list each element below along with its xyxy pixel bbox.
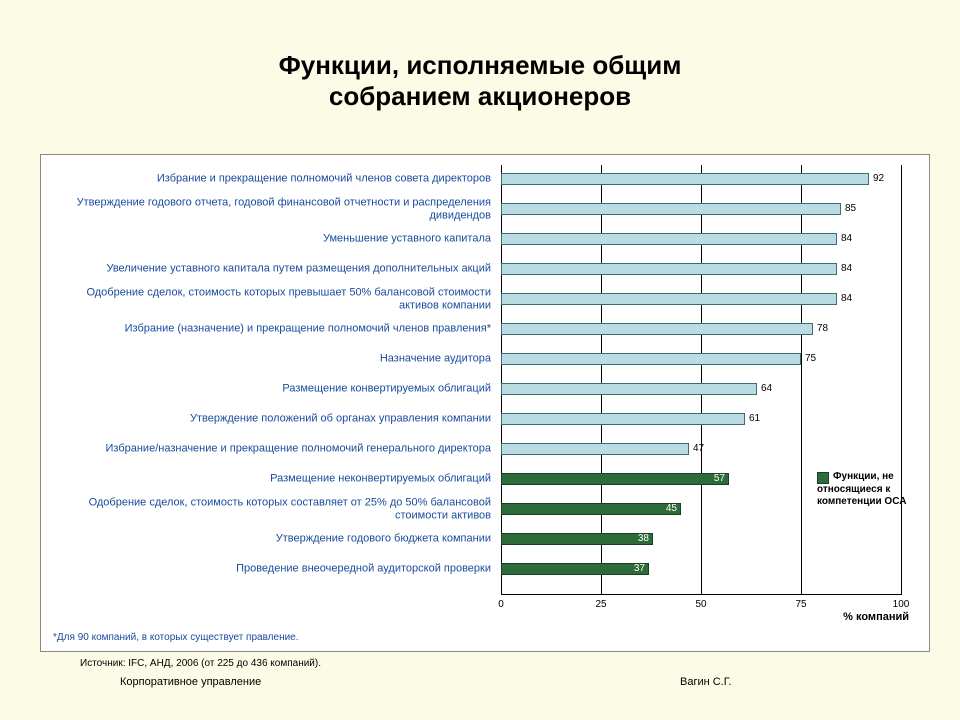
bar-value: 45 <box>666 503 677 515</box>
bar-value: 64 <box>761 383 772 395</box>
bar <box>501 563 649 575</box>
bar <box>501 203 841 215</box>
category-label: Увеличение уставного капитала путем разм… <box>61 263 491 276</box>
bar-value: 57 <box>714 473 725 485</box>
bar <box>501 263 837 275</box>
bar-value: 61 <box>749 413 760 425</box>
plot-area: 02550751009285848484787564614757453837 <box>501 165 901 595</box>
bar <box>501 503 681 515</box>
category-label: Избрание (назначение) и прекращение полн… <box>61 323 491 336</box>
x-tick-label: 50 <box>695 599 706 610</box>
category-label: Назначение аудитора <box>61 353 491 366</box>
title-line-2: собранием акционеров <box>329 81 631 111</box>
category-label: Избрание/назначение и прекращение полном… <box>61 443 491 456</box>
x-tick-label: 100 <box>893 599 910 610</box>
category-label: Уменьшение уставного капитала <box>61 233 491 246</box>
category-label: Утверждение годового бюджета компании <box>61 533 491 546</box>
category-label: Утверждение годового отчета, годовой фин… <box>61 196 491 221</box>
bar-value: 38 <box>638 533 649 545</box>
bar <box>501 443 689 455</box>
source-text: Источник: IFC, АНД, 2006 (от 225 до 436 … <box>80 658 321 669</box>
bar-value: 84 <box>841 263 852 275</box>
x-axis-title: % компаний <box>843 611 909 623</box>
grid-line <box>901 165 902 595</box>
bar-value: 37 <box>634 563 645 575</box>
bar-value: 84 <box>841 293 852 305</box>
footer-right: Вагин С.Г. <box>680 676 731 688</box>
category-label: Размещение неконвертируемых облигаций <box>61 473 491 486</box>
slide: Функции, исполняемые общим собранием акц… <box>0 0 960 720</box>
grid-line <box>601 165 602 595</box>
category-label: Одобрение сделок, стоимость которых прев… <box>61 286 491 311</box>
bar <box>501 353 801 365</box>
bar <box>501 293 837 305</box>
grid-line <box>501 165 502 595</box>
grid-line <box>701 165 702 595</box>
category-label: Утверждение положений об органах управле… <box>61 413 491 426</box>
bar-value: 47 <box>693 443 704 455</box>
category-label: Одобрение сделок, стоимость которых сост… <box>61 496 491 521</box>
bar <box>501 473 729 485</box>
bar-value: 92 <box>873 173 884 185</box>
bar-value: 78 <box>817 323 828 335</box>
chart-footnote: *Для 90 компаний, в которых существует п… <box>53 632 299 643</box>
legend-swatch <box>817 472 829 484</box>
legend-text: Функции, не относящиеся к компетенции ОС… <box>817 471 906 507</box>
bar <box>501 233 837 245</box>
bar <box>501 173 869 185</box>
grid-line <box>801 165 802 595</box>
footer-left: Корпоративное управление <box>120 676 261 688</box>
bar <box>501 383 757 395</box>
category-label: Проведение внеочередной аудиторской пров… <box>61 563 491 576</box>
category-label: Размещение конвертируемых облигаций <box>61 383 491 396</box>
bar-value: 75 <box>805 353 816 365</box>
slide-title: Функции, исполняемые общим собранием акц… <box>0 0 960 112</box>
x-tick-label: 25 <box>595 599 606 610</box>
bar <box>501 323 813 335</box>
bar-value: 84 <box>841 233 852 245</box>
x-tick-label: 0 <box>498 599 504 610</box>
category-label: Избрание и прекращение полномочий членов… <box>61 173 491 186</box>
bar <box>501 413 745 425</box>
legend: Функции, не относящиеся к компетенции ОС… <box>817 471 917 508</box>
chart-frame: 0 25 50 75 100 92 85 84 84 84 78 75 64 61 47 57 45 38 37 %… <box>40 154 930 652</box>
title-line-1: Функции, исполняемые общим <box>279 50 682 80</box>
bar <box>501 533 653 545</box>
bar-value: 85 <box>845 203 856 215</box>
x-tick-label: 75 <box>795 599 806 610</box>
